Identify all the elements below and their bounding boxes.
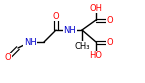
Text: O: O xyxy=(53,12,59,21)
Text: O: O xyxy=(107,38,113,46)
Text: HO: HO xyxy=(89,51,103,61)
Text: O: O xyxy=(107,16,113,24)
Text: O: O xyxy=(5,54,11,62)
Text: OH: OH xyxy=(89,3,103,13)
Text: NH: NH xyxy=(64,25,76,35)
Text: NH: NH xyxy=(24,38,36,46)
Text: CH₃: CH₃ xyxy=(74,42,90,50)
